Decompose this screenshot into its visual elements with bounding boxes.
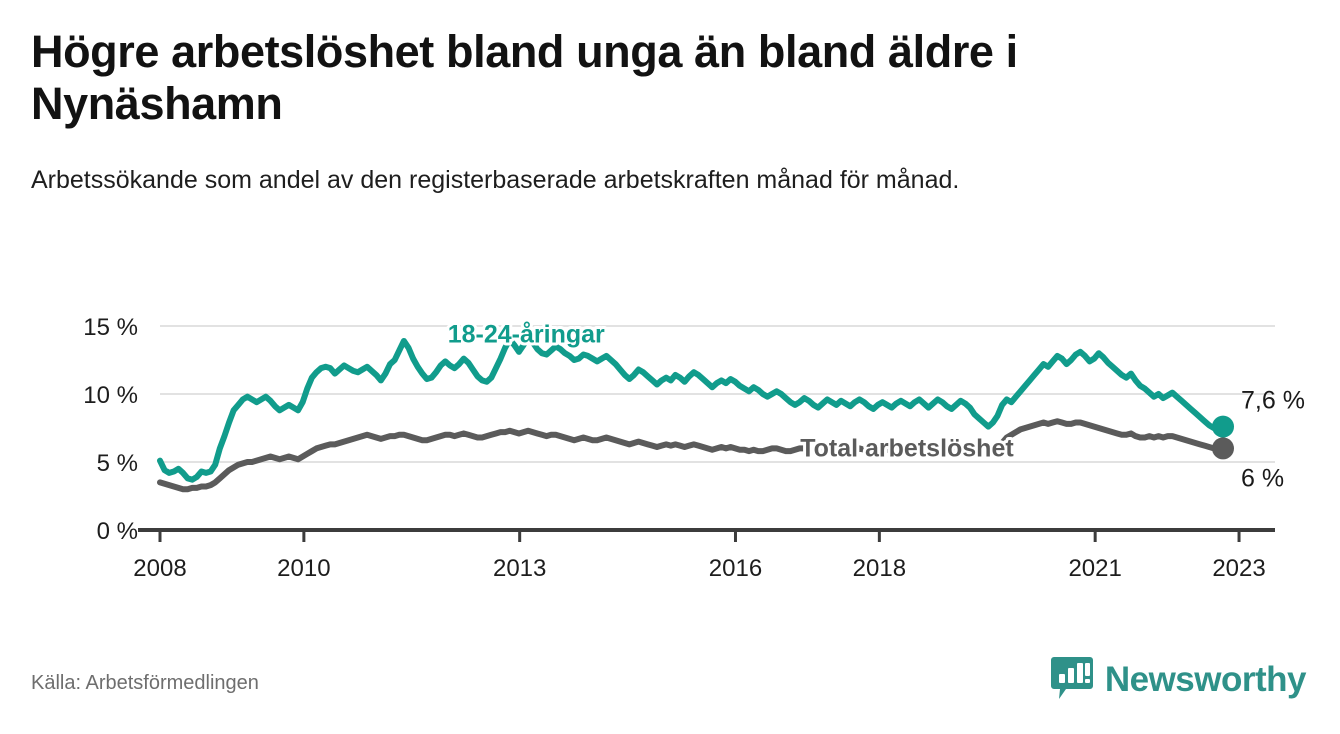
series-end-dot xyxy=(1212,415,1234,438)
x-axis-tick-label: 2018 xyxy=(853,555,906,582)
y-axis-tick-label: 10 % xyxy=(83,382,138,409)
page-title: Högre arbetslöshet bland unga än bland ä… xyxy=(31,26,1018,129)
series-end-value-label: 7,6 % xyxy=(1241,387,1305,415)
series-end-value-label: 6 % xyxy=(1241,464,1284,492)
x-axis-tick-label: 2016 xyxy=(709,555,762,582)
x-axis-tick-label: 2023 xyxy=(1212,555,1265,582)
page-subtitle: Arbetssökande som andel av den registerb… xyxy=(31,166,960,194)
x-axis-tick-label: 2021 xyxy=(1068,555,1121,582)
y-axis-tick-label: 5 % xyxy=(97,450,138,477)
y-axis-tick-label: 15 % xyxy=(83,314,138,341)
series-end-dot xyxy=(1212,437,1234,460)
series-name-label: 18-24-åringar xyxy=(448,320,605,348)
x-axis-tick-label: 2010 xyxy=(277,555,330,582)
x-axis-tick-label: 2008 xyxy=(133,555,186,582)
x-axis-tick-label: 2013 xyxy=(493,555,546,582)
series-line xyxy=(157,333,1226,483)
y-axis-tick-label: 0 % xyxy=(97,518,138,545)
source-note: Källa: Arbetsförmedlingen xyxy=(31,672,259,694)
brand-name: Newsworthy xyxy=(1104,659,1307,699)
brand-logo: Newsworthy xyxy=(1050,655,1307,703)
series-name-label: Total arbetslöshet xyxy=(800,435,1014,463)
series-line xyxy=(157,418,1226,493)
newsworthy-bubble-chart-icon xyxy=(1050,657,1093,699)
chart-container: 0 % 5 % 10 % 15 % 2008 2010 2013 2016 2018 2021 20… xyxy=(0,280,1340,600)
line-chart: 0 % 5 % 10 % 15 % 2008 2010 2013 2016 2018 2021 20… xyxy=(83,314,1305,582)
